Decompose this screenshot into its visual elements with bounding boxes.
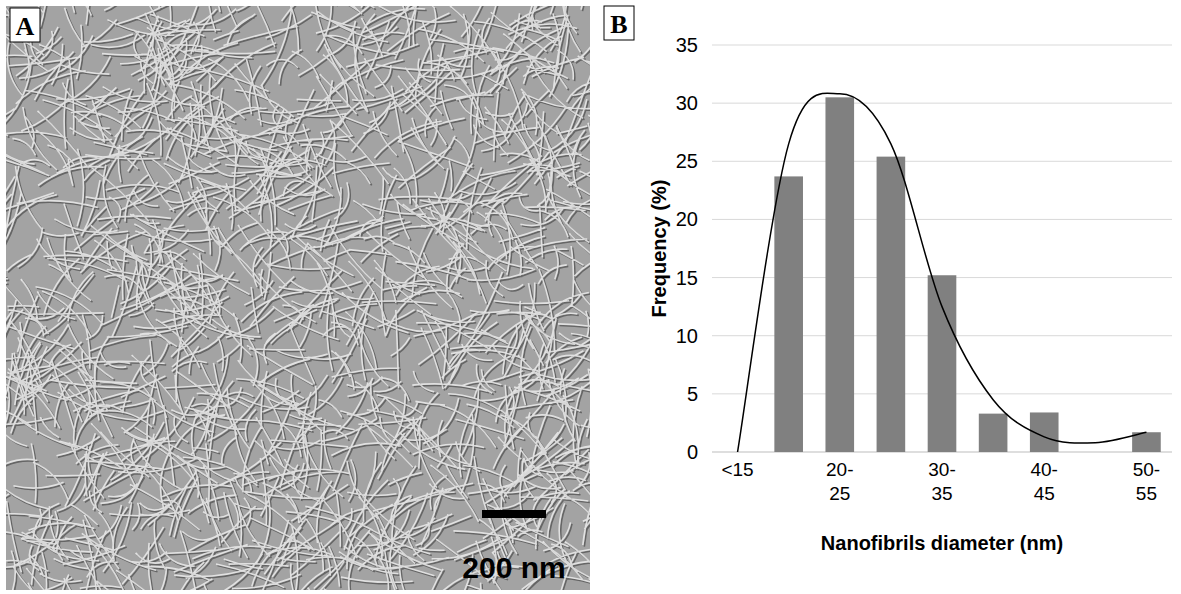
panel-label: A [16, 12, 35, 41]
scale-bar [482, 510, 546, 518]
x-tick-label-line: 25 [829, 483, 850, 504]
x-tick-label-line: 30- [928, 459, 955, 480]
bar [979, 414, 1008, 452]
x-tick-label-line: 45 [1034, 483, 1055, 504]
x-tick-label: 50-55 [1133, 459, 1160, 504]
x-tick-label: 30-35 [928, 459, 955, 504]
grid-line [712, 103, 1172, 104]
x-tick-label-line: 50- [1133, 459, 1160, 480]
x-tick-label: 40-45 [1030, 459, 1057, 504]
y-tick-label: 35 [676, 34, 698, 56]
bar [877, 157, 906, 452]
y-axis-title: Frequency (%) [648, 180, 670, 318]
y-tick-label: 0 [687, 441, 698, 463]
x-tick-label-line: 40- [1030, 459, 1057, 480]
trend-line [738, 93, 1147, 452]
x-tick-label-line: 20- [826, 459, 853, 480]
figure: A200 nm05101520253035<1520-2530-3540-455… [0, 0, 1181, 594]
y-tick-label: 5 [687, 383, 698, 405]
bar [1081, 452, 1110, 453]
panel-label-box [10, 8, 40, 42]
y-tick-label: 15 [676, 267, 698, 289]
y-tick-label: 20 [676, 208, 698, 230]
x-tick-label-line: 55 [1136, 483, 1157, 504]
y-tick-label: 10 [676, 325, 698, 347]
fiber-shadow [6, 6, 590, 590]
plot-marks [738, 93, 1161, 452]
panel-label-box [604, 6, 634, 40]
y-tick-label: 30 [676, 92, 698, 114]
fiber [6, 6, 590, 590]
grid-line [712, 161, 1172, 162]
x-tick-label-line: <15 [721, 459, 753, 480]
scale-bar-label: 200 nm [462, 551, 565, 584]
panel-label: B [610, 10, 627, 39]
bar [774, 176, 803, 452]
x-tick-label: <15 [721, 459, 753, 480]
y-axis [712, 45, 713, 452]
x-axis-title: Nanofibrils diameter (nm) [821, 532, 1063, 554]
x-tick-label-line: 35 [931, 483, 952, 504]
grid-line [712, 45, 1172, 46]
texture [6, 6, 590, 590]
x-tick-label: 20-25 [826, 459, 853, 504]
bar [928, 275, 957, 452]
y-tick-label: 25 [676, 150, 698, 172]
bar [825, 97, 854, 452]
